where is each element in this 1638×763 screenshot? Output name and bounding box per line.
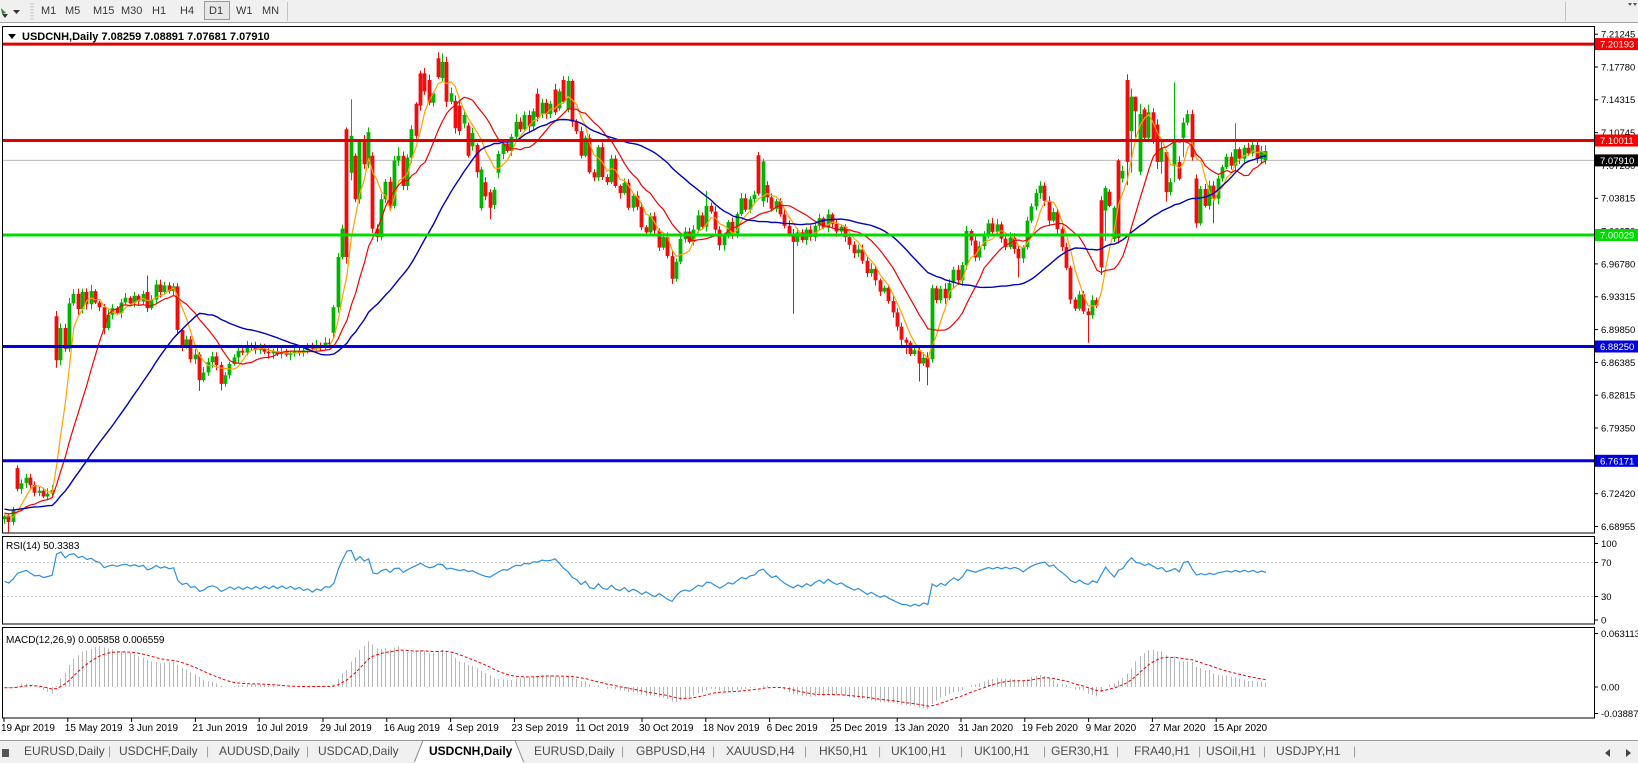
svg-text:3 Jun 2019: 3 Jun 2019: [129, 723, 179, 734]
svg-text:4 Sep 2019: 4 Sep 2019: [448, 723, 500, 734]
svg-text:19 Feb 2020: 19 Feb 2020: [1022, 723, 1079, 734]
svg-text:30 Oct 2019: 30 Oct 2019: [639, 723, 694, 734]
svg-text:6 Dec 2019: 6 Dec 2019: [767, 723, 819, 734]
svg-text:6.82815: 6.82815: [1601, 391, 1635, 402]
svg-text:7.03815: 7.03815: [1601, 194, 1635, 205]
svg-text:7.14315: 7.14315: [1601, 95, 1635, 106]
svg-text:25 Dec 2019: 25 Dec 2019: [830, 723, 887, 734]
svg-text:RSI(14) 50.3383: RSI(14) 50.3383: [6, 541, 80, 552]
svg-text:6.93315: 6.93315: [1601, 292, 1635, 303]
svg-text:7.17780: 7.17780: [1601, 62, 1635, 73]
svg-text:0.00: 0.00: [1601, 682, 1620, 693]
svg-text:7.07910: 7.07910: [1600, 156, 1634, 167]
svg-text:15 May 2019: 15 May 2019: [65, 723, 123, 734]
svg-text:15 Apr 2020: 15 Apr 2020: [1213, 723, 1267, 734]
svg-text:7.10745: 7.10745: [1601, 128, 1635, 139]
svg-text:70: 70: [1601, 558, 1612, 569]
svg-text:6.79350: 6.79350: [1601, 423, 1635, 434]
svg-text:MACD(12,26,9) 0.005858 0.00655: MACD(12,26,9) 0.005858 0.006559: [6, 635, 165, 646]
svg-text:7.21245: 7.21245: [1601, 30, 1635, 41]
svg-text:0: 0: [1601, 615, 1606, 626]
svg-text:23 Sep 2019: 23 Sep 2019: [511, 723, 568, 734]
svg-text:6.88250: 6.88250: [1600, 342, 1634, 353]
svg-text:6.96780: 6.96780: [1601, 259, 1635, 270]
svg-text:31 Jan 2020: 31 Jan 2020: [958, 723, 1013, 734]
svg-text:21 Jun 2019: 21 Jun 2019: [192, 723, 247, 734]
svg-text:6.72420: 6.72420: [1601, 489, 1635, 500]
svg-text:9 Mar 2020: 9 Mar 2020: [1086, 723, 1137, 734]
svg-text:6.89850: 6.89850: [1601, 325, 1635, 336]
svg-text:7.20193: 7.20193: [1600, 40, 1634, 51]
svg-text:-0.038872: -0.038872: [1601, 709, 1638, 720]
svg-text:30: 30: [1601, 592, 1612, 603]
svg-text:7.10011: 7.10011: [1600, 136, 1634, 147]
svg-text:11 Oct 2019: 11 Oct 2019: [575, 723, 629, 734]
svg-text:USDCNH,Daily 7.08259 7.08891: USDCNH,Daily 7.08259 7.08891 7.07681 7.0…: [22, 31, 270, 43]
svg-text:10 Jul 2019: 10 Jul 2019: [256, 723, 308, 734]
svg-text:6.86385: 6.86385: [1601, 358, 1635, 369]
svg-text:19 Apr 2019: 19 Apr 2019: [1, 723, 55, 734]
svg-text:18 Nov 2019: 18 Nov 2019: [703, 723, 760, 734]
svg-text:0.063113: 0.063113: [1601, 629, 1638, 640]
svg-text:29 Jul 2019: 29 Jul 2019: [320, 723, 372, 734]
svg-text:7.00029: 7.00029: [1600, 231, 1634, 242]
svg-text:13 Jan 2020: 13 Jan 2020: [894, 723, 949, 734]
svg-text:16 Aug 2019: 16 Aug 2019: [384, 723, 441, 734]
svg-text:27 Mar 2020: 27 Mar 2020: [1149, 723, 1206, 734]
svg-text:6.76171: 6.76171: [1600, 456, 1634, 467]
svg-text:100: 100: [1601, 539, 1617, 550]
svg-text:6.68955: 6.68955: [1601, 522, 1635, 533]
